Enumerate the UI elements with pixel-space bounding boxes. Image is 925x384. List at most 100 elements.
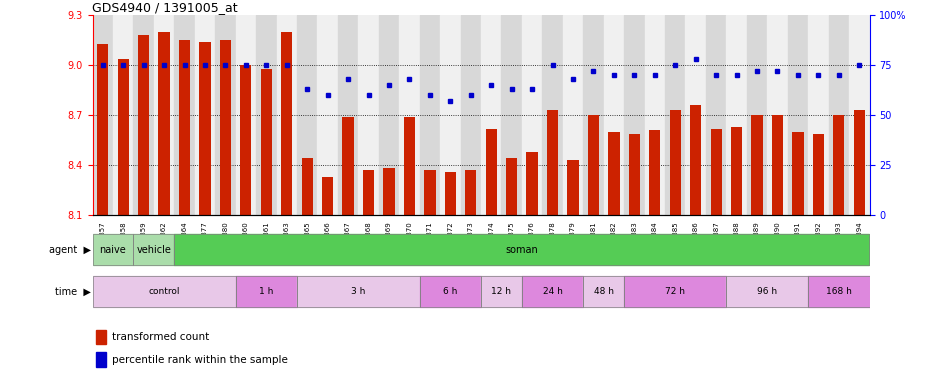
Bar: [584, 276, 624, 307]
Bar: [522, 15, 542, 215]
Bar: [829, 15, 849, 215]
Bar: [317, 15, 338, 215]
Bar: [501, 15, 522, 215]
Bar: [645, 15, 665, 215]
Bar: [220, 40, 231, 215]
Text: vehicle: vehicle: [136, 245, 171, 255]
Bar: [236, 15, 256, 215]
Bar: [788, 15, 808, 215]
Bar: [378, 15, 400, 215]
Bar: [358, 15, 378, 215]
Bar: [113, 15, 133, 215]
Text: 24 h: 24 h: [543, 287, 562, 296]
Bar: [97, 44, 108, 215]
Bar: [726, 15, 746, 215]
Bar: [174, 234, 870, 265]
Text: 3 h: 3 h: [352, 287, 365, 296]
Bar: [297, 276, 420, 307]
Bar: [117, 59, 129, 215]
Bar: [584, 276, 624, 307]
Text: 48 h: 48 h: [594, 287, 613, 296]
Bar: [604, 15, 624, 215]
Bar: [706, 15, 726, 215]
Bar: [236, 276, 297, 307]
Bar: [174, 234, 870, 265]
Text: soman: soman: [506, 245, 538, 255]
Bar: [624, 276, 726, 307]
Text: percentile rank within the sample: percentile rank within the sample: [112, 355, 288, 365]
Bar: [297, 15, 317, 215]
Bar: [92, 276, 236, 307]
Bar: [542, 15, 562, 215]
Bar: [302, 159, 313, 215]
Bar: [297, 276, 420, 307]
Bar: [277, 15, 297, 215]
Bar: [751, 115, 762, 215]
Text: transformed count: transformed count: [112, 332, 209, 342]
Bar: [526, 152, 537, 215]
Bar: [216, 15, 236, 215]
Bar: [609, 132, 620, 215]
Bar: [833, 115, 845, 215]
Bar: [808, 15, 829, 215]
Bar: [629, 134, 640, 215]
Bar: [133, 234, 174, 265]
Bar: [584, 15, 604, 215]
Bar: [92, 15, 113, 215]
Bar: [440, 15, 461, 215]
Bar: [624, 276, 726, 307]
Bar: [813, 134, 824, 215]
Bar: [562, 15, 584, 215]
Bar: [771, 115, 783, 215]
Bar: [92, 234, 133, 265]
Bar: [138, 35, 149, 215]
Bar: [154, 15, 174, 215]
Text: GDS4940 / 1391005_at: GDS4940 / 1391005_at: [92, 1, 238, 14]
Bar: [240, 65, 252, 215]
Bar: [481, 15, 501, 215]
Bar: [195, 15, 216, 215]
Bar: [281, 32, 292, 215]
Bar: [649, 130, 660, 215]
Bar: [670, 110, 681, 215]
Bar: [567, 160, 579, 215]
Bar: [486, 129, 497, 215]
Bar: [133, 234, 174, 265]
Bar: [746, 15, 767, 215]
Bar: [793, 132, 804, 215]
Bar: [481, 276, 522, 307]
Bar: [624, 15, 645, 215]
Text: naive: naive: [100, 245, 127, 255]
Text: 12 h: 12 h: [491, 287, 512, 296]
Text: 1 h: 1 h: [259, 287, 274, 296]
Bar: [261, 69, 272, 215]
Text: 72 h: 72 h: [665, 287, 685, 296]
Text: 96 h: 96 h: [758, 287, 777, 296]
Bar: [420, 276, 481, 307]
Bar: [92, 276, 236, 307]
Bar: [522, 276, 584, 307]
Text: 6 h: 6 h: [443, 287, 458, 296]
Text: agent  ▶: agent ▶: [49, 245, 91, 255]
Bar: [481, 276, 522, 307]
Bar: [726, 276, 808, 307]
Bar: [133, 15, 154, 215]
Bar: [808, 276, 870, 307]
Bar: [96, 329, 105, 344]
Bar: [726, 276, 808, 307]
Bar: [158, 32, 169, 215]
Bar: [322, 177, 333, 215]
Bar: [854, 110, 865, 215]
Bar: [461, 15, 481, 215]
Bar: [547, 110, 558, 215]
Bar: [96, 353, 105, 367]
Bar: [342, 117, 353, 215]
Bar: [506, 159, 517, 215]
Bar: [400, 15, 420, 215]
Bar: [685, 15, 706, 215]
Bar: [236, 276, 297, 307]
Text: time  ▶: time ▶: [55, 287, 91, 297]
Bar: [199, 42, 211, 215]
Bar: [710, 129, 722, 215]
Bar: [256, 15, 277, 215]
